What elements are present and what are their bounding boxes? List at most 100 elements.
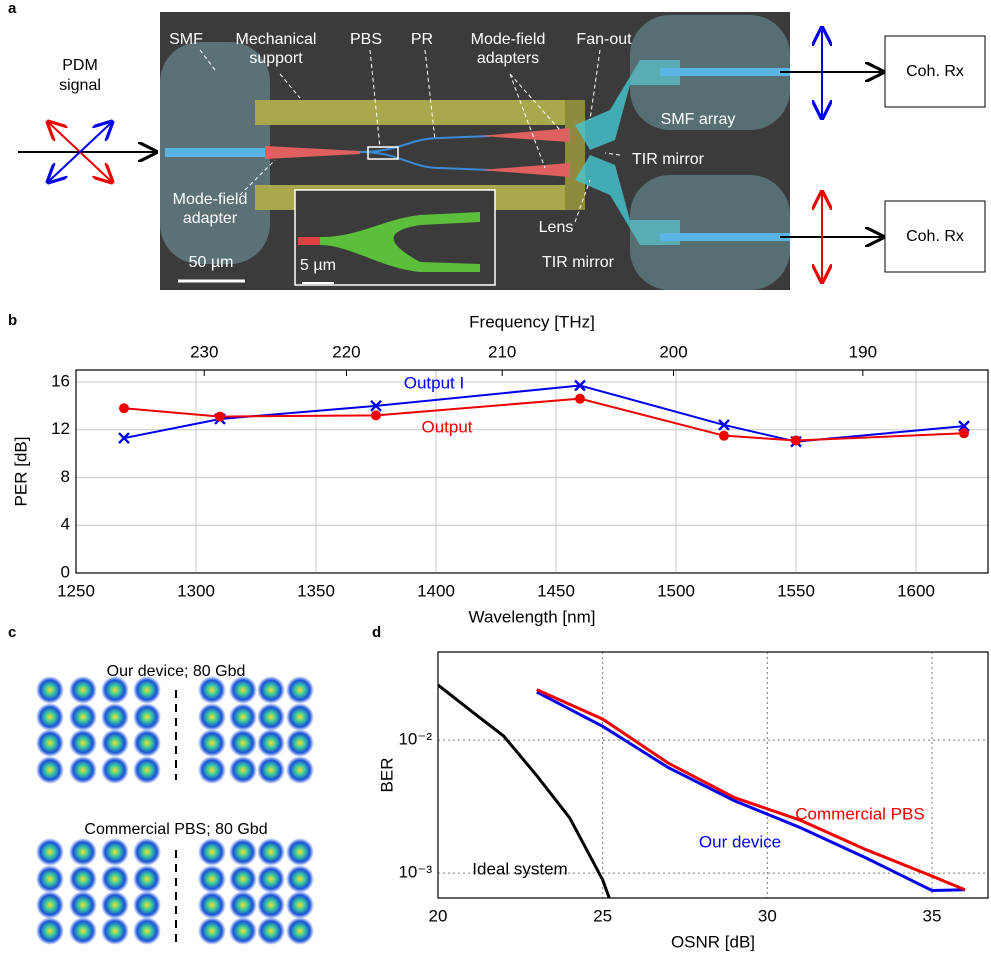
constellation-point xyxy=(133,756,161,784)
x2-axis-title: Frequency [THz] xyxy=(469,312,595,331)
constellation-point xyxy=(198,676,226,704)
support-top xyxy=(255,100,585,125)
y-tick-label: 0 xyxy=(61,562,70,581)
constellation-point xyxy=(101,703,129,731)
constellation-point xyxy=(286,676,314,704)
constellation-point xyxy=(229,865,257,893)
label: Mode-field adapter xyxy=(172,191,248,227)
constellation-point xyxy=(198,891,226,919)
constellation-point xyxy=(69,756,97,784)
inset-taper xyxy=(298,237,320,245)
constellation-point xyxy=(133,676,161,704)
constellation-point xyxy=(229,703,257,731)
fan-out-top xyxy=(575,60,680,150)
series-line xyxy=(123,397,965,442)
series-line xyxy=(536,688,966,892)
x-tick-label: 35 xyxy=(923,906,942,925)
constellation-point xyxy=(198,729,226,757)
constellation-point xyxy=(286,917,314,945)
x-axis-title: OSNR [dB] xyxy=(671,932,755,951)
constellation-point xyxy=(198,865,226,893)
y-tick-label: 16 xyxy=(51,371,70,390)
y-axis-title: PER [dB] xyxy=(11,437,30,507)
marker xyxy=(215,411,225,422)
constellation-point xyxy=(36,917,64,945)
marker xyxy=(575,393,585,404)
marker xyxy=(959,428,969,439)
receiver-label: Coh. Rx xyxy=(906,228,964,245)
constellation-point xyxy=(69,865,97,893)
constellation-point xyxy=(36,865,64,893)
label: PR xyxy=(410,31,434,48)
panel-label: a xyxy=(8,0,17,17)
y-tick-label: 10⁻² xyxy=(398,730,432,749)
constellation-point xyxy=(101,865,129,893)
label: Mode-field adapters xyxy=(470,31,546,67)
constellation-point xyxy=(286,756,314,784)
constellation-point xyxy=(257,676,285,704)
x-tick-label: 1300 xyxy=(177,581,215,600)
constellation-point xyxy=(69,917,97,945)
constellation-point xyxy=(133,891,161,919)
constellation-point xyxy=(198,756,226,784)
plot-frame xyxy=(437,651,989,899)
constellation-point xyxy=(229,676,257,704)
constellation-point xyxy=(69,891,97,919)
constellation-point xyxy=(286,703,314,731)
constellation-point xyxy=(101,838,129,866)
label: PBS xyxy=(349,31,383,48)
smf-array-bottom xyxy=(630,175,790,290)
x-tick-label: 1450 xyxy=(537,581,575,600)
pol-blue xyxy=(48,122,112,182)
taper xyxy=(265,146,360,159)
constellation-point xyxy=(133,917,161,945)
fiber-core xyxy=(165,148,265,157)
label: Lens xyxy=(538,219,574,236)
constellation-point xyxy=(286,865,314,893)
constellation-point xyxy=(101,917,129,945)
label: PDM signal xyxy=(59,57,101,94)
label: TIR mirror xyxy=(632,151,704,168)
label: Fan-out xyxy=(576,31,632,48)
support-end xyxy=(565,100,585,210)
constellation-point xyxy=(229,891,257,919)
marker xyxy=(719,430,729,441)
x-tick-label: 1350 xyxy=(297,581,335,600)
constellation-point xyxy=(229,756,257,784)
x-tick-label: 1400 xyxy=(417,581,455,600)
constellation-point xyxy=(257,756,285,784)
marker xyxy=(119,403,129,414)
constellation-point xyxy=(257,891,285,919)
constellation-point xyxy=(229,729,257,757)
taper-top xyxy=(480,128,570,142)
constellation-point xyxy=(257,703,285,731)
panel-label: b xyxy=(8,312,18,329)
fan-out-bottom xyxy=(575,155,680,245)
series-line xyxy=(438,683,611,898)
marker xyxy=(371,410,381,421)
waveguides xyxy=(359,135,491,171)
receiver-box xyxy=(884,35,986,108)
leaders xyxy=(199,49,621,223)
label: 5 µm xyxy=(300,257,336,274)
device-diagram xyxy=(18,12,986,290)
constellation-point xyxy=(36,676,64,704)
constellation-point xyxy=(286,891,314,919)
series-label: Output I xyxy=(404,373,464,392)
marker xyxy=(574,379,586,392)
constellation-point xyxy=(101,676,129,704)
y-tick-label: 8 xyxy=(61,467,70,486)
marker xyxy=(718,419,730,431)
constellation-point xyxy=(133,838,161,866)
y-axis-title: BER xyxy=(377,758,396,793)
series-line xyxy=(123,384,965,443)
constellation-point xyxy=(36,838,64,866)
constellation-point xyxy=(198,917,226,945)
constellation-point xyxy=(69,676,97,704)
label: SMF array xyxy=(660,111,736,128)
y-tick-label: 10⁻³ xyxy=(398,863,432,882)
constellation-point xyxy=(286,838,314,866)
constellation-point xyxy=(257,865,285,893)
series-label: Our device xyxy=(699,832,781,851)
constellation-title: Our device; 80 Gbd xyxy=(106,663,246,680)
